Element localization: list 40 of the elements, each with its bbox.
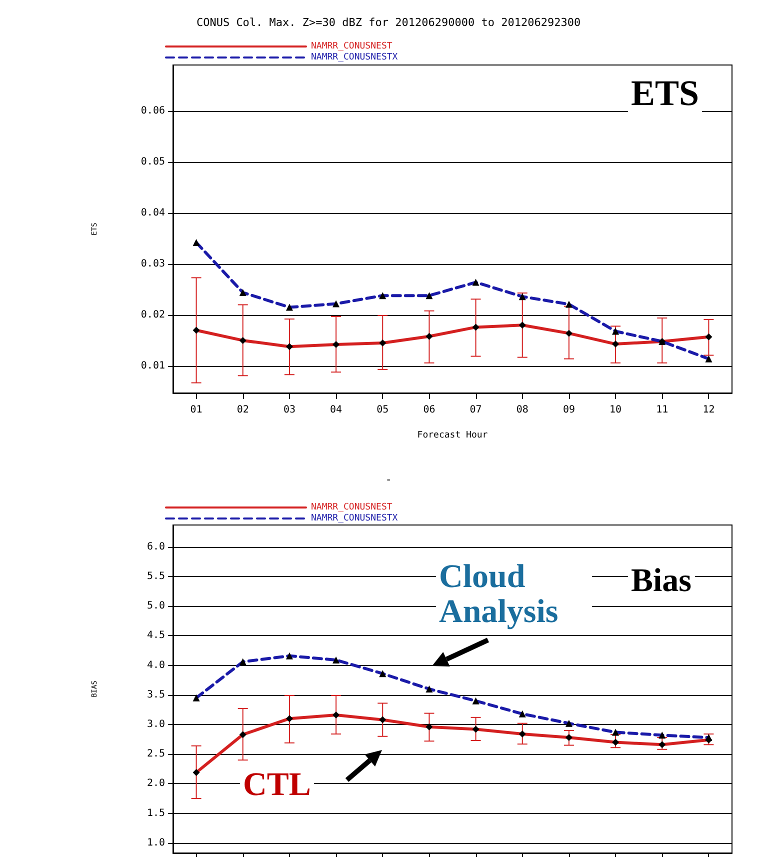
y-tick-label: 5.0 [146,600,165,612]
x-tick-label: 09 [562,404,575,416]
x-tick-label: 12 [702,404,715,416]
annotation: ETS [628,73,702,114]
x-tick-label: 07 [470,404,482,416]
y-tick-label: 6.0 [146,541,165,552]
x-tick-label: 05 [376,404,389,416]
y-tick-label: 0.03 [140,258,165,270]
y-tick-label: 0.04 [140,207,165,218]
text: NAMRR_CONUSNEST [311,502,393,512]
y-tick-label: 3.5 [146,689,165,700]
y-tick-label: 4.0 [146,660,165,671]
x-tick-label: 03 [283,404,296,416]
y-tick-label: 0.02 [140,309,165,320]
x-tick-label: 04 [330,404,342,416]
text: NAMRR_CONUSNEST [311,42,393,52]
y-tick-label: 5.5 [146,571,165,582]
chart-title: - [385,473,392,486]
text: NAMRR_CONUSNESTX [311,52,398,62]
x-tick-label: 08 [516,404,528,416]
x-tick-label: 01 [190,404,202,416]
y-tick-label: 1.5 [146,808,165,819]
y-tick-label: 0.01 [140,360,165,372]
x-tick-label: 10 [610,404,622,416]
annotation: Cloud Analysis [436,559,592,630]
x-tick-label: 11 [656,404,668,416]
y-tick-label: 2.0 [146,778,165,790]
annotation: CTL [240,767,314,804]
y-tick-label: 4.5 [146,630,165,642]
x-tick-label: 02 [236,404,249,416]
y-tick-label: 0.05 [140,156,165,168]
y-tick-label: 1.0 [146,837,165,848]
chart-title: CONUS Col. Max. Z>=30 dBZ for 201206290000 to 201206292300 [196,16,581,29]
y-tick-label: 0.06 [140,105,165,116]
y-tick-label: 3.0 [146,719,165,730]
annotation: Bias [628,563,695,600]
x-axis-title: Forecast Hour [417,430,488,440]
x-tick-label: 06 [423,404,436,416]
text: NAMRR_CONUSNESTX [311,514,398,524]
y-tick-label: 2.5 [146,748,165,760]
